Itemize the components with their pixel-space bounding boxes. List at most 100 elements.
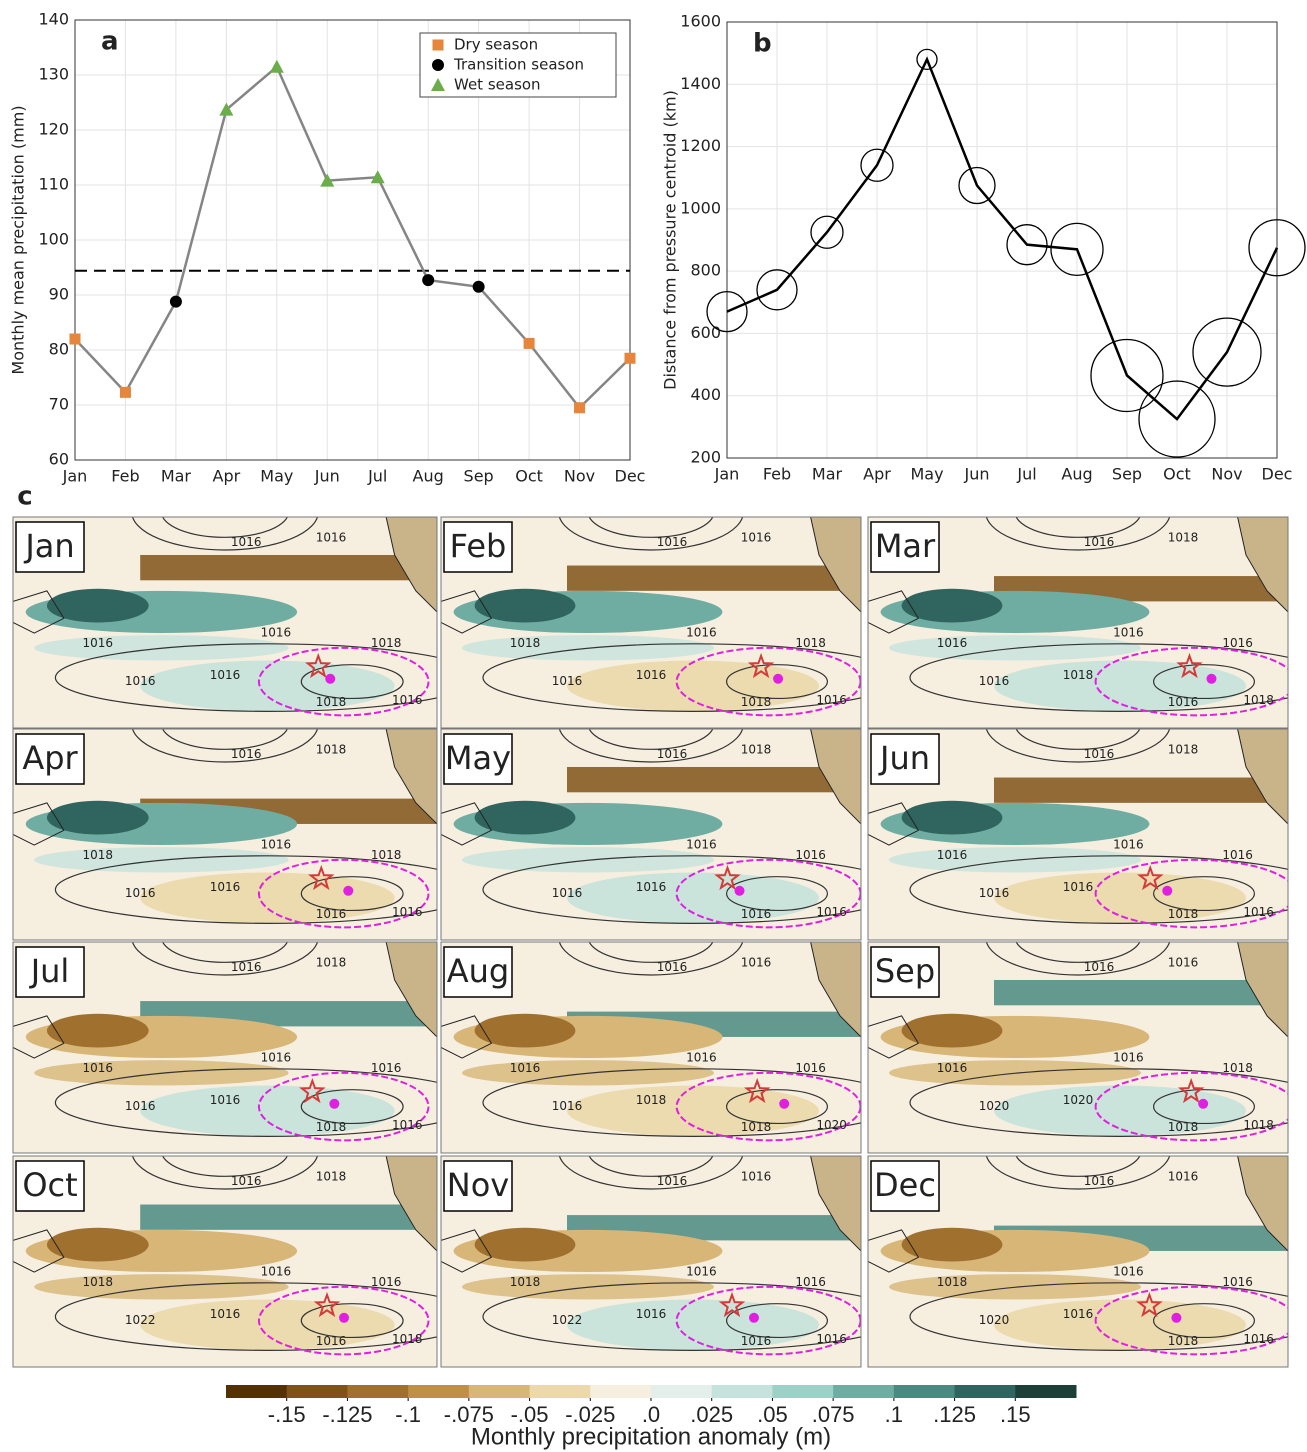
contour-label: 1018 xyxy=(937,1275,968,1289)
contour-label: 1018 xyxy=(1243,1118,1274,1132)
coast xyxy=(1237,942,1288,1038)
map-panel: 1016 1018 1016 1016 1018 1016 1016 1018 1016 Mar xyxy=(867,516,1289,729)
legend-marker xyxy=(431,78,445,91)
x-tick-label: Jul xyxy=(367,467,387,486)
map-panel: 1016 1016 1016 1018 1020 1020 1018 1018 1016 Sep xyxy=(867,941,1289,1154)
centroid-star xyxy=(305,652,332,679)
map-content: 1016 1016 1016 1018 1016 1016 1018 1016 1016 xyxy=(13,517,437,728)
contour-label: 1016 xyxy=(657,535,688,549)
band xyxy=(140,554,437,581)
coast xyxy=(385,729,437,825)
contour-label: 1016 xyxy=(1243,1332,1274,1346)
contour-label: 1016 xyxy=(636,668,667,682)
x-tick-label: Aug xyxy=(413,467,444,486)
contour-label: 1016 xyxy=(1063,880,1094,894)
marker xyxy=(523,337,535,349)
colorbar-tick-label: -.05 xyxy=(511,1402,549,1427)
blob xyxy=(474,588,576,623)
contour-label: 1018 xyxy=(741,695,772,709)
x-tick-label: Dec xyxy=(1262,465,1293,484)
x-tick-label: Oct xyxy=(515,467,543,486)
x-tick-label: May xyxy=(260,467,293,486)
isobar xyxy=(300,1303,404,1339)
map-frame xyxy=(12,941,438,1154)
isobar xyxy=(588,517,714,538)
y-tick-label: 60 xyxy=(49,450,69,469)
y-tick-label: 140 xyxy=(38,10,69,29)
x-tick-label: Mar xyxy=(161,467,192,486)
contour-label: 1016 xyxy=(316,907,347,921)
coast xyxy=(441,802,493,846)
isobar xyxy=(725,664,828,700)
month-label: Jan xyxy=(23,527,74,565)
coast xyxy=(13,1015,65,1059)
contour-label: 1016 xyxy=(1243,905,1274,919)
band xyxy=(567,565,861,591)
isobar xyxy=(985,942,1171,976)
contour-label: 1016 xyxy=(552,886,583,900)
month-label: Dec xyxy=(874,1166,936,1204)
month-label: Jun xyxy=(878,739,930,777)
coast xyxy=(868,590,920,634)
map-panel: 1016 1018 1016 1016 1016 1016 1018 1016 1016 Jun xyxy=(867,728,1289,941)
isobar xyxy=(54,643,437,712)
coast xyxy=(810,942,861,1038)
x-tick-label: Jun xyxy=(314,467,340,486)
isobar xyxy=(1015,517,1141,538)
contour-label: 1020 xyxy=(816,1118,847,1132)
contour-label: 1016 xyxy=(316,531,347,545)
contour-label: 1018 xyxy=(510,636,541,650)
contour-label: 1016 xyxy=(210,668,241,682)
contour-label: 1016 xyxy=(741,907,772,921)
month-box xyxy=(870,521,940,573)
isobar xyxy=(725,1089,828,1125)
bubble xyxy=(1050,222,1104,276)
isobar xyxy=(558,942,744,976)
colorbar-tick-label: .125 xyxy=(933,1402,976,1427)
blob xyxy=(994,1085,1246,1137)
contour-label: 1018 xyxy=(1168,743,1199,757)
contour-label: 1016 xyxy=(979,886,1010,900)
bubble xyxy=(1138,380,1216,458)
isobar xyxy=(54,1282,437,1351)
isobar xyxy=(985,729,1171,763)
colorbar-swatch xyxy=(468,1385,531,1398)
contour-label: 1016 xyxy=(210,1307,241,1321)
contour-label: 1018 xyxy=(741,1120,772,1134)
contour-label: 1016 xyxy=(1084,535,1115,549)
legend-marker xyxy=(432,39,444,51)
colorbar-swatch xyxy=(772,1385,834,1398)
marker xyxy=(119,386,131,398)
pressure-center xyxy=(748,1312,759,1323)
contour-label: 1016 xyxy=(1113,838,1144,852)
high-region xyxy=(1094,1285,1288,1356)
marker xyxy=(320,173,335,187)
contour-label: 1016 xyxy=(392,905,423,919)
contour-label: 1018 xyxy=(1168,1120,1199,1134)
contour-label: 1016 xyxy=(795,1061,826,1075)
isobar xyxy=(162,1156,288,1177)
centroid-star xyxy=(313,1291,341,1318)
isobar xyxy=(131,729,319,763)
contour-label: 1016 xyxy=(552,674,583,688)
map-frame xyxy=(440,1155,862,1368)
contour-label: 1016 xyxy=(210,880,241,894)
blob xyxy=(901,800,1003,835)
isobar xyxy=(131,1156,319,1190)
contour-label: 1016 xyxy=(210,1093,241,1107)
x-tick-label: Mar xyxy=(812,465,843,484)
month-box xyxy=(15,946,85,998)
colorbar-swatch xyxy=(286,1385,348,1398)
pressure-center xyxy=(329,1098,340,1109)
band xyxy=(994,979,1288,1006)
map-frame xyxy=(867,1155,1289,1368)
isobar xyxy=(909,855,1288,924)
contour-label: 1018 xyxy=(371,848,402,862)
bubble xyxy=(958,166,996,205)
high-region xyxy=(1094,646,1288,717)
contour-label: 1016 xyxy=(741,956,772,970)
contour-label: 1016 xyxy=(686,1265,717,1279)
contour-label: 1016 xyxy=(231,535,262,549)
contour-label: 1016 xyxy=(937,848,968,862)
centroid-star xyxy=(718,1291,746,1318)
